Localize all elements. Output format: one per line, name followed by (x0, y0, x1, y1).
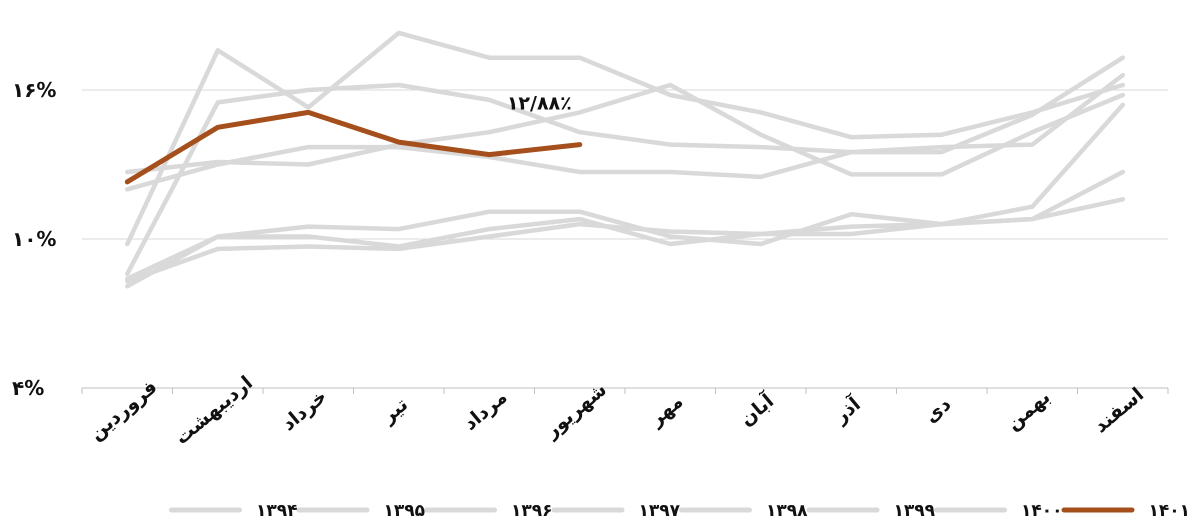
series-line (125, 30, 1126, 247)
series-line (125, 197, 1126, 284)
series-lines (124, 30, 1126, 289)
legend-label: ۱۳۹۵ (383, 501, 425, 521)
x-tick-label: آذر (828, 391, 865, 428)
series-line (125, 169, 1126, 281)
legend-label: ۱۳۹۴ (256, 501, 298, 521)
x-tick-label: اسفند (1090, 383, 1148, 437)
x-tick-label: دی (920, 393, 955, 427)
y-tick-label: ۱۰% (12, 227, 56, 251)
x-axis (81, 387, 1169, 394)
series-line (124, 109, 583, 185)
x-tick-labels: فروردین اردیبهشت خرداد تیر مرداد شهریور مهر آبا… (85, 372, 1148, 449)
legend-label: ۱۴۰۰ (1021, 501, 1063, 521)
x-tick-label: مهر (645, 390, 688, 431)
x-tick-label: فروردین (85, 376, 161, 445)
x-tick-label: بهمن (1002, 386, 1054, 435)
series-line (125, 82, 1126, 177)
x-tick-label: خرداد (278, 385, 332, 435)
legend-label: ۱۳۹۸ (766, 501, 808, 521)
series-line (125, 55, 1126, 192)
annotations: ۱۲/۸۸٪ (507, 92, 572, 114)
legend: ۱۴۰۱ ۱۴۰۰ ۱۳۹۹ ۱۳۹۸ ۱۳۹۷ ۱۳۹۶ ۱۳۹۵ ۱۳۹۴ (169, 501, 1190, 521)
gridlines (82, 89, 1168, 240)
legend-label: ۱۳۹۷ (638, 501, 680, 521)
legend-label: ۱۳۹۶ (511, 501, 553, 521)
x-tick-label: آبان (734, 388, 778, 430)
series-line (125, 72, 1126, 277)
y-tick-label: ۴% (12, 376, 44, 400)
x-tick-label: اردیبهشت (171, 372, 257, 449)
legend-label: ۱۳۹۹ (893, 501, 935, 521)
legend-label: ۱۴۰۱ (1148, 501, 1190, 521)
y-tick-labels: ۴% ۱۰% ۱۶% (12, 78, 56, 400)
x-tick-label: مرداد (459, 386, 511, 435)
y-tick-label: ۱۶% (12, 78, 56, 102)
series-line (125, 102, 1126, 289)
annotation-label: ۱۲/۸۸٪ (507, 92, 572, 114)
x-tick-label: تیر (377, 393, 412, 428)
